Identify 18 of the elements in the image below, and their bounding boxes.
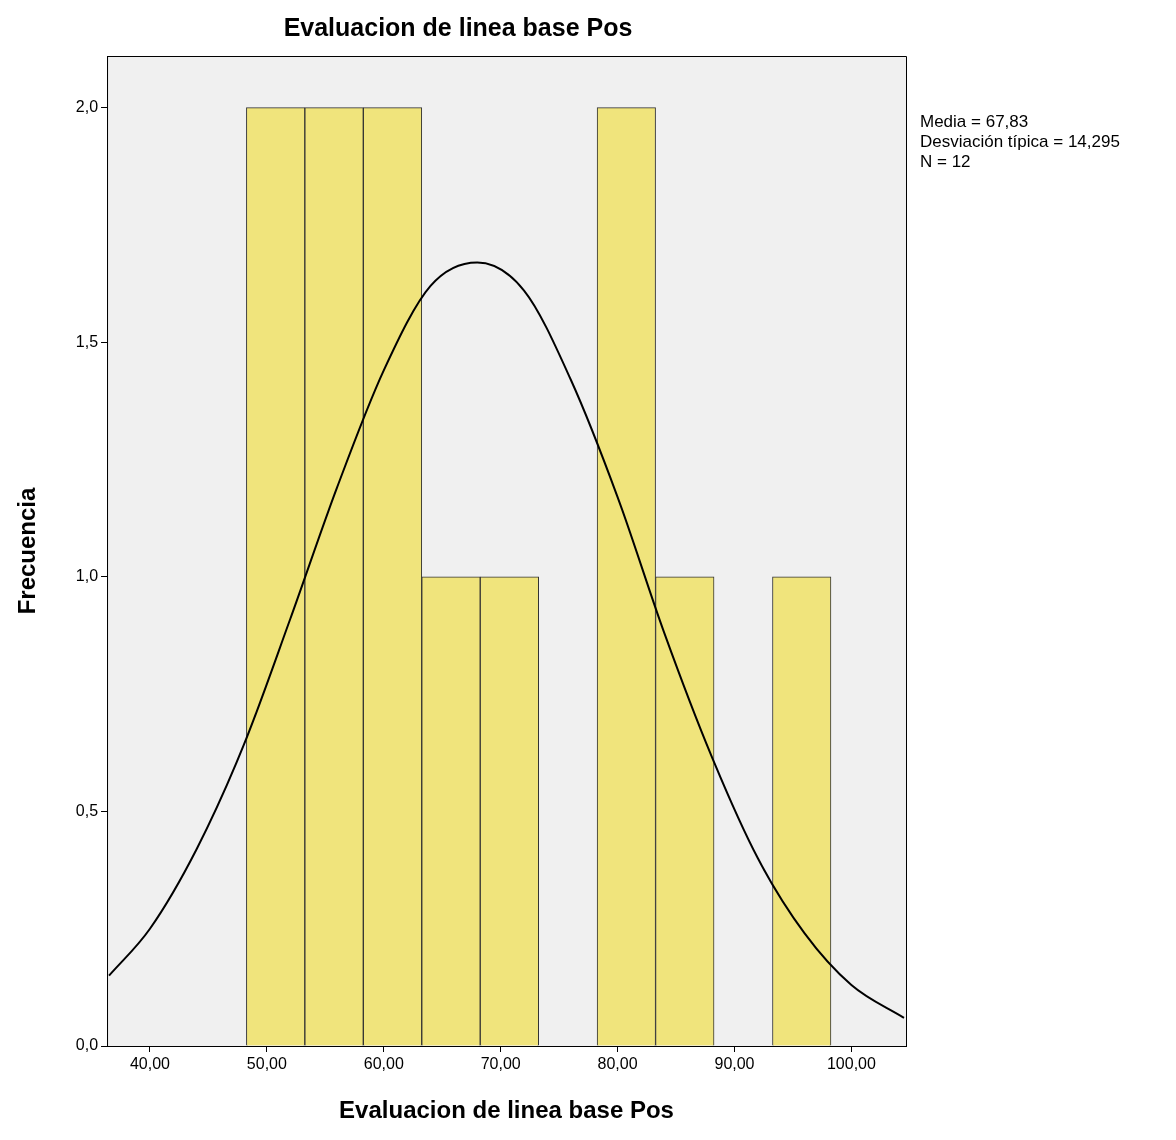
x-tick-label: 80,00 <box>597 1055 638 1073</box>
text: Desviación típica = 14,295 <box>920 132 1120 152</box>
x-tick-label: 50,00 <box>246 1055 287 1073</box>
x-tick-label: 60,00 <box>363 1055 404 1073</box>
text: N = 12 <box>920 152 971 172</box>
y-tick-label: 1,5 <box>75 332 99 350</box>
y-tick-label: 0,0 <box>75 1036 99 1054</box>
x-tick-label: 100,00 <box>826 1055 876 1073</box>
y-tick-label: 1,0 <box>75 567 99 585</box>
text: Media = 67,83 <box>920 112 1029 132</box>
x-axis-title: Evaluacion de linea base Pos <box>339 1096 674 1124</box>
chart-title: Evaluacion de linea base Pos <box>283 12 633 41</box>
x-tick-label: 40,00 <box>129 1055 171 1073</box>
y-tick-label: 2,0 <box>75 98 99 116</box>
x-tick-label: 90,00 <box>714 1055 755 1073</box>
y-tick-label: 0,5 <box>75 801 99 819</box>
x-tick-label: 70,00 <box>480 1055 521 1073</box>
y-axis-title: Frecuencia <box>13 486 41 615</box>
